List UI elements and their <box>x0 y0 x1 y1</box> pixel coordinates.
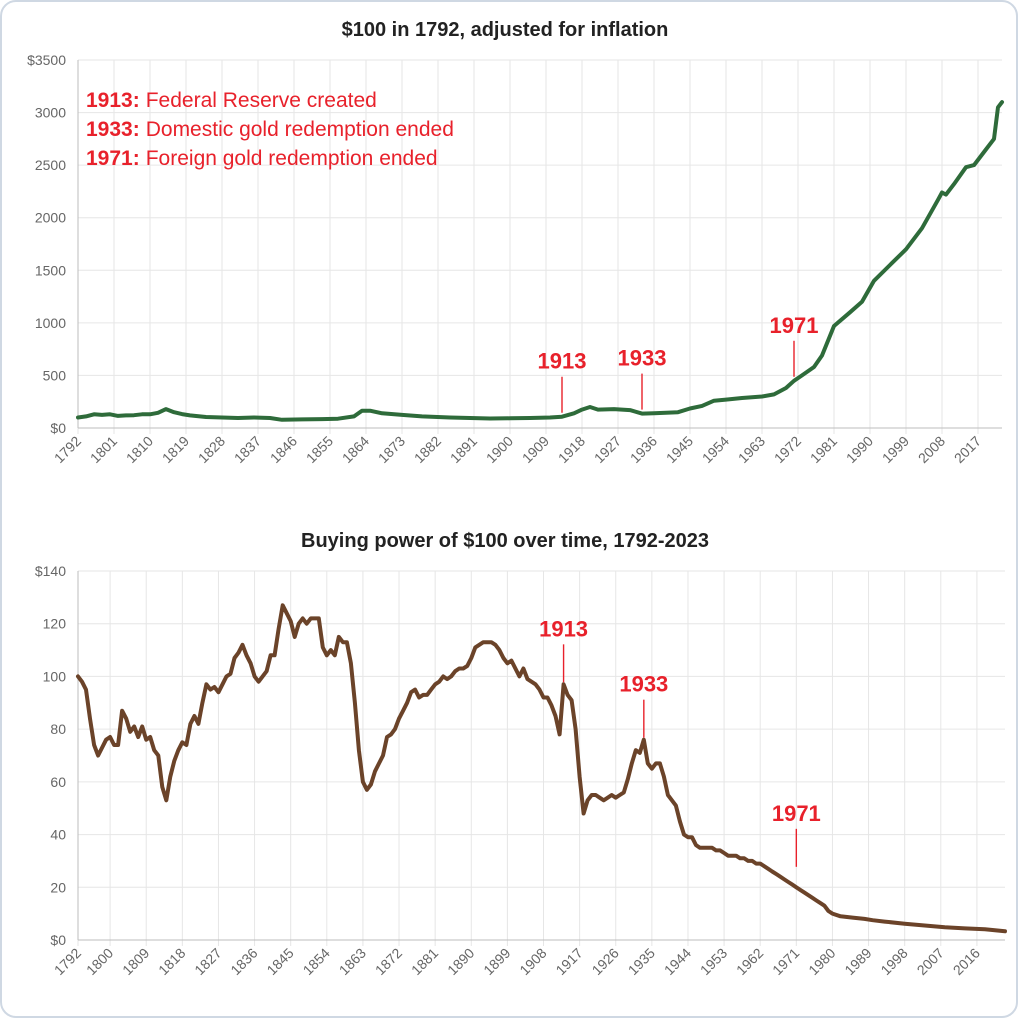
event-label: 1971 <box>770 313 819 338</box>
y-tick-label: 2500 <box>35 157 66 173</box>
note-line: 1933: Domestic gold redemption ended <box>86 118 454 141</box>
x-tick-label: 2008 <box>915 433 948 466</box>
x-tick-label: 1936 <box>627 433 660 466</box>
x-tick-label: 1818 <box>155 945 188 978</box>
x-tick-label: 1944 <box>661 945 694 978</box>
x-tick-label: 1981 <box>807 433 840 466</box>
y-tick-label: $0 <box>50 932 66 948</box>
x-tick-label: 1927 <box>591 433 624 466</box>
x-tick-label: 1917 <box>552 945 585 978</box>
y-tick-label: $140 <box>35 563 66 579</box>
chart-title: $100 in 1792, adjusted for inflation <box>342 19 669 41</box>
x-tick-label: 1837 <box>231 433 264 466</box>
event-label: 1933 <box>619 672 668 697</box>
x-tick-label: 1800 <box>83 945 116 978</box>
x-tick-label: 1792 <box>51 433 84 466</box>
series-line <box>76 100 1004 422</box>
x-tick-label: 1854 <box>300 945 333 978</box>
x-tick-label: 1891 <box>447 433 480 466</box>
x-tick-label: 2016 <box>950 945 983 978</box>
x-tick-label: 1864 <box>339 433 372 466</box>
x-tick-label: 1827 <box>191 945 224 978</box>
x-tick-label: 1828 <box>195 433 228 466</box>
y-tick-label: 40 <box>50 827 66 843</box>
x-tick-label: 1855 <box>303 433 336 466</box>
event-label: 1913 <box>539 616 588 641</box>
note-year: 1913: <box>86 89 140 112</box>
y-tick-label: 120 <box>43 616 67 632</box>
x-tick-label: 1999 <box>879 433 912 466</box>
note-year: 1971: <box>86 147 140 170</box>
y-tick-label: 2000 <box>35 210 66 226</box>
x-tick-label: 1945 <box>663 433 696 466</box>
x-tick-label: 1954 <box>699 433 732 466</box>
x-tick-label: 1990 <box>843 433 876 466</box>
x-tick-label: 1809 <box>119 945 152 978</box>
event-label: 1971 <box>772 801 821 826</box>
x-tick-label: 1882 <box>411 433 444 466</box>
x-tick-label: 1863 <box>336 945 369 978</box>
x-tick-label: 1899 <box>480 945 513 978</box>
x-tick-label: 1989 <box>841 945 874 978</box>
y-tick-label: 80 <box>50 721 66 737</box>
x-tick-label: 1890 <box>444 945 477 978</box>
x-tick-label: 1819 <box>159 433 192 466</box>
x-tick-label: 1980 <box>805 945 838 978</box>
x-tick-label: 1963 <box>735 433 768 466</box>
note-line: 1913: Federal Reserve created <box>86 89 377 112</box>
note-text: Foreign gold redemption ended <box>146 147 438 170</box>
x-tick-label: 1873 <box>375 433 408 466</box>
x-tick-label: 1918 <box>555 433 588 466</box>
x-tick-label: 1926 <box>589 945 622 978</box>
y-tick-label: 20 <box>50 879 66 895</box>
y-tick-label: 1000 <box>35 315 66 331</box>
y-tick-label: 100 <box>43 668 67 684</box>
x-tick-label: 1953 <box>697 945 730 978</box>
x-tick-label: 1962 <box>733 945 766 978</box>
x-tick-label: 1935 <box>625 945 658 978</box>
x-tick-label: 1792 <box>51 945 84 978</box>
x-tick-label: 1872 <box>372 945 405 978</box>
x-tick-label: 1900 <box>483 433 516 466</box>
note-year: 1933: <box>86 118 140 141</box>
note-text: Federal Reserve created <box>146 89 377 112</box>
series-line <box>76 603 1007 934</box>
y-tick-label: 500 <box>43 367 67 383</box>
buying-power-chart: Buying power of $100 over time, 1792-202… <box>35 530 1007 978</box>
x-tick-label: 1810 <box>123 433 156 466</box>
x-tick-label: 2007 <box>914 945 947 978</box>
event-label: 1933 <box>618 346 667 371</box>
inflation-chart: $100 in 1792, adjusted for inflation $0 50… <box>27 19 1004 466</box>
x-tick-label: 1998 <box>877 945 910 978</box>
x-tick-label: 1971 <box>769 945 802 978</box>
x-tick-label: 1836 <box>227 945 260 978</box>
x-tick-label: 1909 <box>519 433 552 466</box>
x-tick-label: 1801 <box>87 433 120 466</box>
x-tick-label: 1972 <box>771 433 804 466</box>
x-tick-label: 1908 <box>516 945 549 978</box>
y-tick-label: 1500 <box>35 262 66 278</box>
x-tick-label: 1846 <box>267 433 300 466</box>
x-tick-label: 2017 <box>951 433 984 466</box>
note-text: Domestic gold redemption ended <box>146 118 454 141</box>
y-tick-label: $3500 <box>27 52 66 68</box>
y-tick-label: 60 <box>50 774 66 790</box>
note-line: 1971: Foreign gold redemption ended <box>86 147 438 170</box>
y-tick-label: $0 <box>50 420 66 436</box>
x-tick-label: 1881 <box>408 945 441 978</box>
chart-title: Buying power of $100 over time, 1792-202… <box>301 530 709 552</box>
event-label: 1913 <box>538 349 587 374</box>
y-tick-label: 3000 <box>35 105 66 121</box>
x-tick-label: 1845 <box>263 945 296 978</box>
